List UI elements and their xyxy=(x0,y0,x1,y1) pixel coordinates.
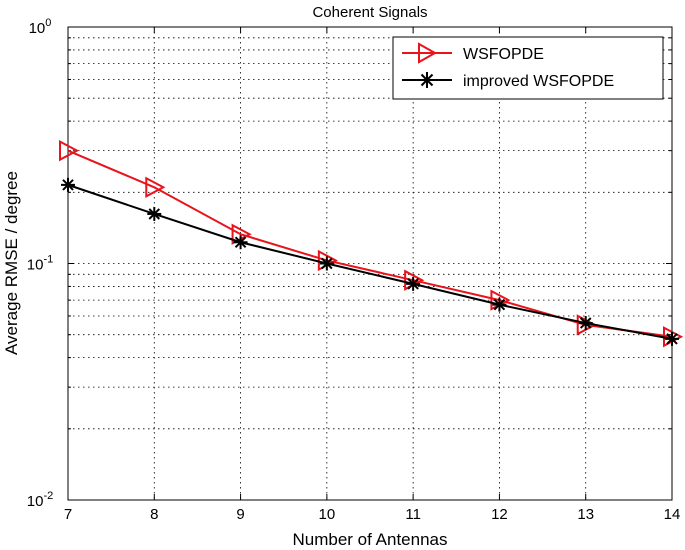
x-tick-label: 9 xyxy=(236,506,244,523)
series-1-point-0 xyxy=(61,177,75,192)
series-0-point-0 xyxy=(59,139,80,162)
y-tick-label: 10-1 xyxy=(27,254,53,274)
grid xyxy=(68,27,672,500)
series-1-point-3 xyxy=(319,256,334,271)
series-group xyxy=(59,139,684,348)
series-1-point-5 xyxy=(492,297,507,312)
axes-frame xyxy=(67,26,673,501)
series-1-point-1 xyxy=(147,206,162,221)
x-tick-label: 7 xyxy=(64,506,72,523)
x-tick-label: 10 xyxy=(319,506,336,523)
series-1-point-2 xyxy=(233,235,248,250)
legend: WSFOPDE improved WSFOPDE xyxy=(392,36,664,100)
legend-label-wsfopde: WSFOPDE xyxy=(463,46,544,63)
y-tick-label: 100 xyxy=(29,17,52,37)
y-tick-labels: 10-2 10-1 100 xyxy=(27,17,53,510)
x-tick-label: 14 xyxy=(664,506,681,523)
y-axis-label: Average RMSE / degree xyxy=(2,171,21,355)
series-0-point-1 xyxy=(145,176,166,198)
series-1-point-6 xyxy=(578,316,593,331)
x-tick-label: 13 xyxy=(577,506,594,523)
legend-label-improved: improved WSFOPDE xyxy=(463,73,614,90)
legend-marker-wsfopde xyxy=(418,42,438,64)
series-1-point-4 xyxy=(406,276,421,291)
series-1-point-7 xyxy=(665,331,679,346)
legend-box xyxy=(392,36,664,100)
x-tick-label: 12 xyxy=(491,506,508,523)
axes xyxy=(67,26,673,501)
legend-marker-improved xyxy=(419,72,435,88)
y-tick-label: 10-2 xyxy=(27,490,53,510)
chart-title: Coherent Signals xyxy=(312,4,427,21)
x-tick-label: 8 xyxy=(150,506,158,523)
x-axis-label: Number of Antennas xyxy=(293,530,448,549)
series-line-1 xyxy=(67,183,673,340)
x-tick-label: 11 xyxy=(405,506,421,523)
x-tick-labels: 7 8 9 10 11 12 13 14 xyxy=(64,506,681,523)
